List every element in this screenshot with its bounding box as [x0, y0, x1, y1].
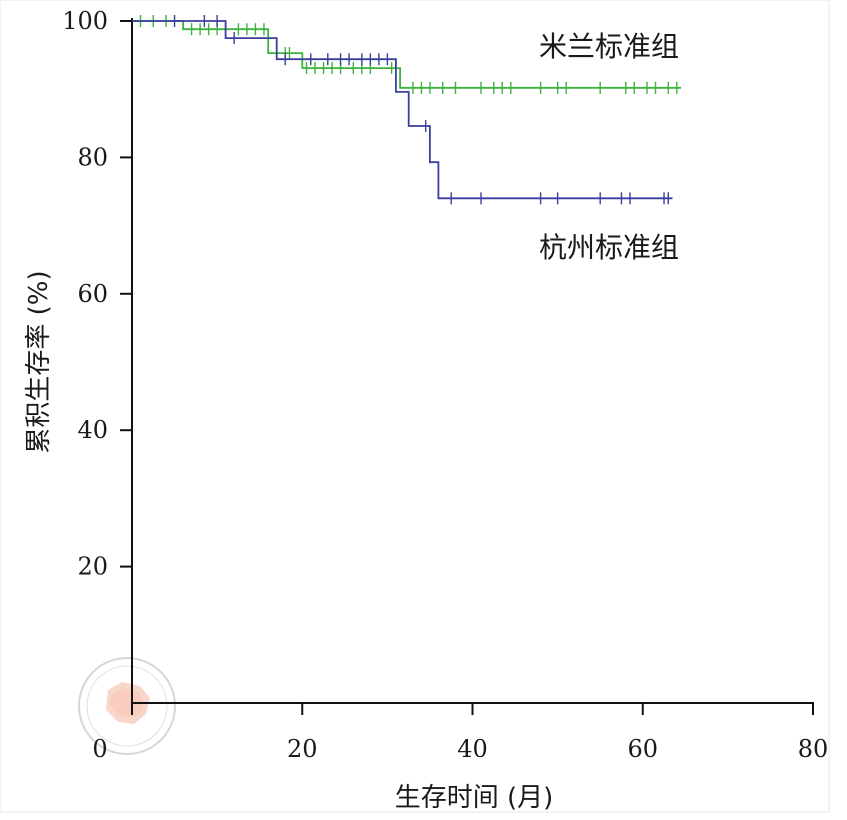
y-axis-title: 累积生存率 (%): [24, 270, 54, 453]
association-seal-watermark: [78, 657, 176, 755]
y-tick-label: 100: [62, 7, 108, 35]
series-layer: [132, 15, 682, 205]
axes: [120, 18, 814, 715]
y-tick-label: 20: [77, 553, 108, 581]
series-hangzhou: [132, 15, 673, 205]
label-hangzhou-group: 杭州标准组: [539, 231, 679, 264]
x-axis-title: 生存时间 (月): [395, 783, 554, 813]
x-tick-label: 0: [92, 735, 107, 763]
x-tick-label: 40: [457, 735, 488, 763]
y-tick-label: 60: [77, 280, 108, 308]
labels-layer: 0 20 40 60 80 20 40 60 80 100 生存时间 (月) 累积生存率 (%) 米兰标…: [24, 7, 828, 813]
figure-frame: [0, 0, 830, 813]
x-tick-label: 60: [627, 735, 658, 763]
x-tick-label: 80: [798, 735, 829, 763]
label-milan-group: 米兰标准组: [539, 30, 679, 63]
y-tick-label: 80: [77, 143, 108, 171]
y-tick-label: 40: [77, 416, 108, 444]
x-tick-label: 20: [287, 735, 318, 763]
